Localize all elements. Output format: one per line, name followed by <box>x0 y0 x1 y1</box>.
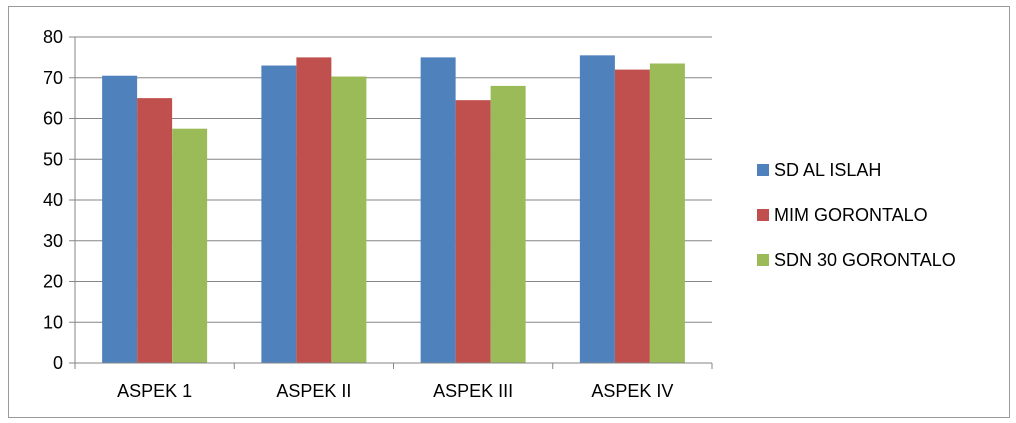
y-tick-label: 70 <box>43 68 63 88</box>
x-category-label: ASPEK 1 <box>117 381 192 401</box>
y-tick-label: 20 <box>43 272 63 292</box>
bar-sd-al-islah-1 <box>102 75 138 364</box>
bar-sd-al-islah-3 <box>420 57 456 363</box>
axes: 0 10 20 30 40 50 60 70 80 ASPEK 1 ASPEK II ASPEK II… <box>43 27 713 401</box>
y-tick-label: 50 <box>43 149 63 169</box>
y-tick-label: 10 <box>43 312 63 332</box>
bar-mim-gorontalo-3 <box>455 100 491 363</box>
bar-sd-al-islah-2 <box>261 65 297 364</box>
bars <box>102 55 685 364</box>
legend-label: SD AL ISLAH <box>774 160 881 180</box>
bar-mim-gorontalo-1 <box>137 98 173 363</box>
x-category-label: ASPEK III <box>433 381 513 401</box>
x-category-label: ASPEK IV <box>591 381 673 401</box>
bar-mim-gorontalo-2 <box>296 57 332 363</box>
legend-label: MIM GORONTALO <box>774 205 928 225</box>
bar-mim-gorontalo-4 <box>614 69 650 363</box>
bar-sdn-30-gorontalo-4 <box>649 63 685 364</box>
y-tick-label: 0 <box>53 353 63 373</box>
bar-sdn-30-gorontalo-3 <box>490 85 526 364</box>
y-tick-label: 40 <box>43 190 63 210</box>
bar-sdn-30-gorontalo-2 <box>331 76 367 363</box>
x-category-label: ASPEK II <box>276 381 351 401</box>
legend-label: SDN 30 GORONTALO <box>774 250 956 270</box>
y-tick-label: 30 <box>43 231 63 251</box>
bar-sdn-30-gorontalo-1 <box>172 128 208 363</box>
y-tick-label: 60 <box>43 109 63 129</box>
legend: SD AL ISLAH MIM GORONTALO SDN 30 GORONTALO <box>757 160 956 270</box>
y-tick-label: 80 <box>43 27 63 47</box>
legend-swatch <box>757 209 769 221</box>
bar-sd-al-islah-4 <box>579 55 615 364</box>
legend-swatch <box>757 254 769 266</box>
legend-swatch <box>757 164 769 176</box>
